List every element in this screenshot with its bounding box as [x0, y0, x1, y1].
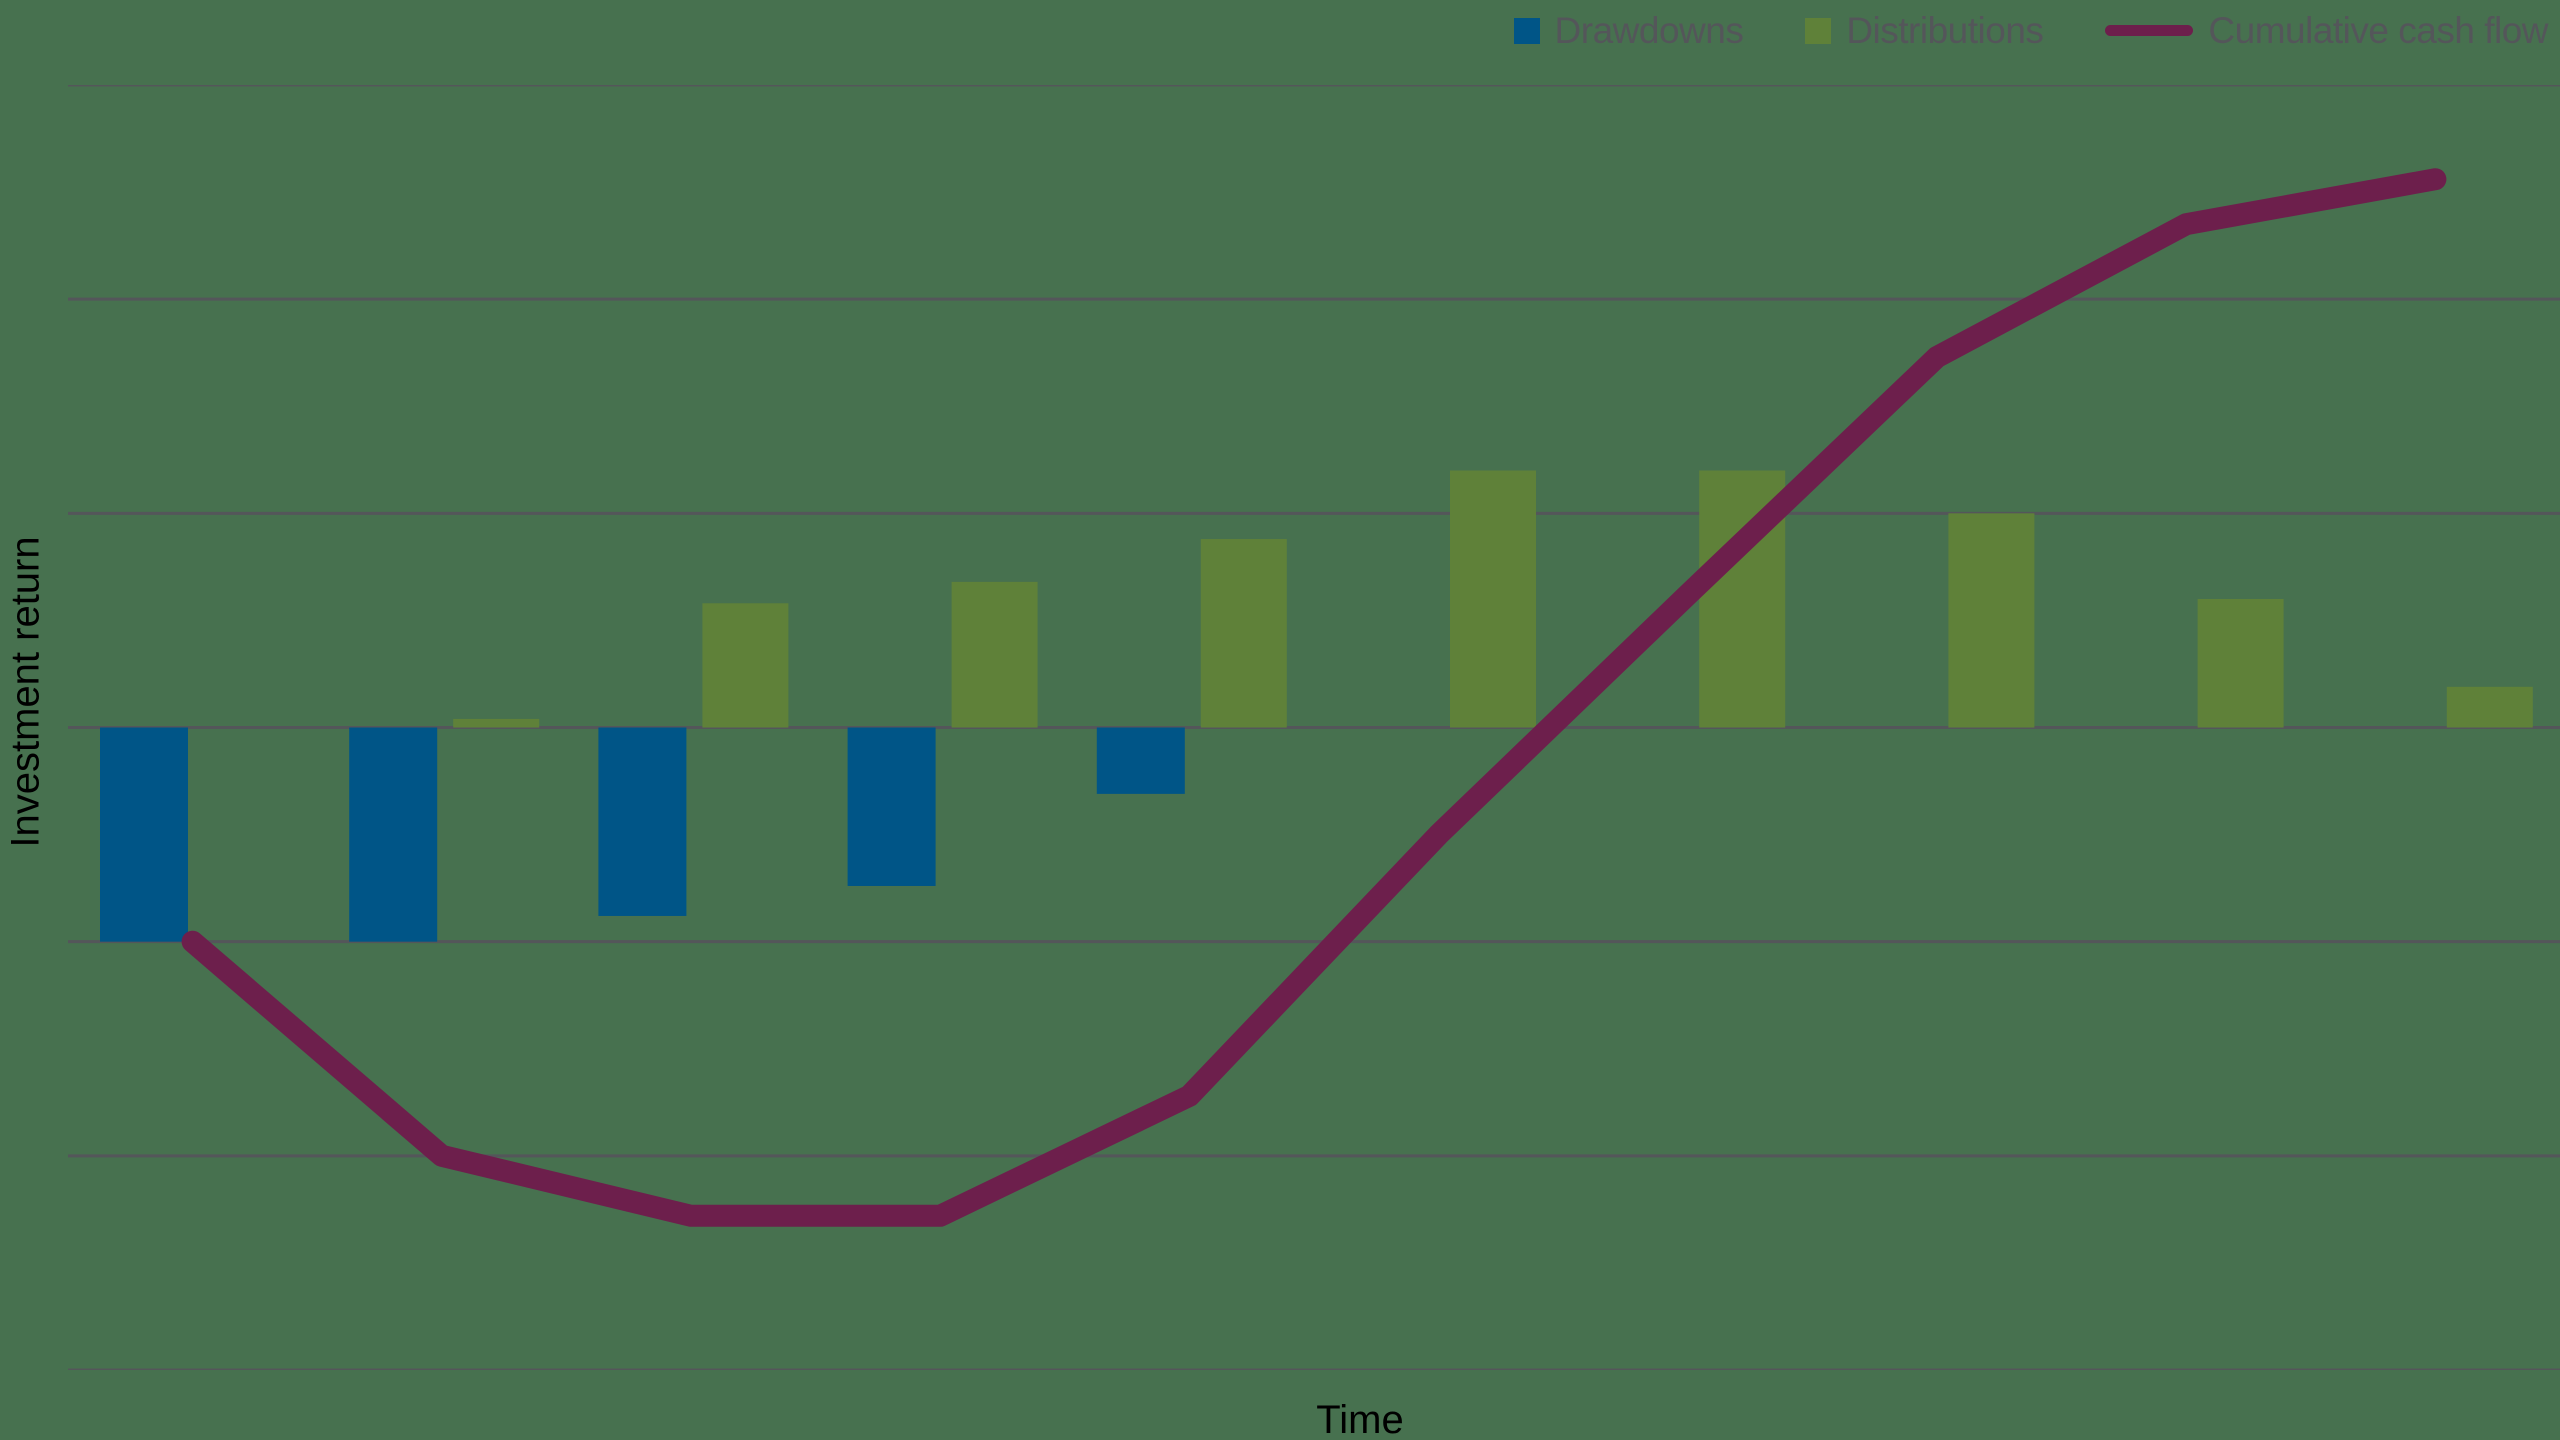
drawdown-bar — [349, 727, 438, 942]
y-axis-title: Investment return — [3, 536, 48, 848]
distribution-bar — [453, 718, 540, 728]
distribution-bar — [1948, 513, 2035, 728]
legend-item-distributions: Distributions — [1805, 10, 2044, 51]
drawdown-bar — [100, 727, 188, 942]
legend-item-drawdowns: Drawdowns — [1513, 10, 1744, 51]
legend: Drawdowns Distributions Cumulative cash … — [1513, 10, 2548, 51]
plot-area — [68, 85, 2560, 1370]
drawdowns-swatch-icon — [1513, 17, 1540, 44]
drawdown-bar — [598, 727, 687, 916]
distribution-bar — [2446, 686, 2533, 728]
distribution-bar — [1200, 539, 1287, 728]
cumulative-cash-flow-line — [181, 168, 2447, 1227]
distributions-swatch-icon — [1805, 17, 1832, 44]
legend-label-distributions: Distributions — [1846, 10, 2044, 51]
distribution-bar — [1450, 470, 1536, 728]
distribution-bar — [702, 603, 789, 728]
drawdown-bar — [847, 727, 936, 886]
legend-item-cumulative-cash-flow: Cumulative cash flow — [2105, 12, 2548, 49]
drawdown-bar — [1096, 727, 1185, 794]
x-axis-title: Time — [1316, 1398, 1404, 1440]
cumulative-cash-flow-line-swatch-icon — [2105, 25, 2194, 36]
legend-label-drawdowns: Drawdowns — [1554, 10, 1744, 51]
legend-label-cumulative-cash-flow: Cumulative cash flow — [2208, 10, 2548, 51]
distribution-bar — [2197, 599, 2284, 728]
distribution-bar — [951, 581, 1038, 728]
